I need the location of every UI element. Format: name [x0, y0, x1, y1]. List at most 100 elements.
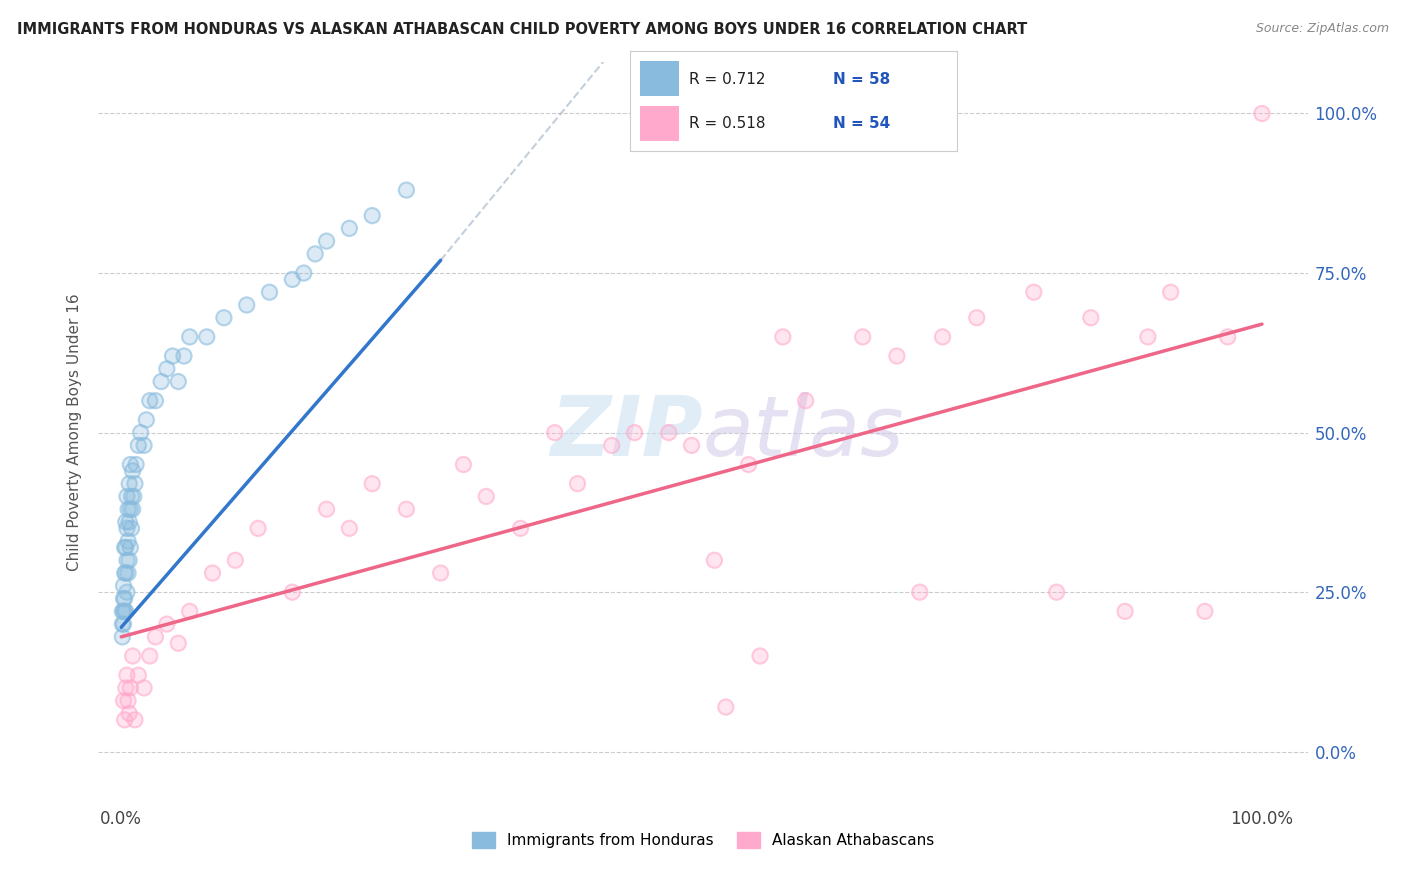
- Point: [112, 694, 135, 708]
- Point: [156, 617, 179, 632]
- Point: [292, 266, 315, 280]
- Point: [114, 604, 136, 618]
- Point: [195, 330, 218, 344]
- Point: [145, 630, 167, 644]
- Point: [135, 413, 157, 427]
- Point: [395, 502, 418, 516]
- Point: [115, 553, 138, 567]
- Point: [281, 272, 304, 286]
- Point: [132, 438, 155, 452]
- Text: ZIP: ZIP: [550, 392, 703, 473]
- Legend: Immigrants from Honduras, Alaskan Athabascans: Immigrants from Honduras, Alaskan Athaba…: [465, 826, 941, 855]
- Point: [127, 668, 149, 682]
- Point: [121, 502, 143, 516]
- Point: [135, 413, 157, 427]
- Point: [117, 566, 139, 580]
- Point: [908, 585, 931, 599]
- Point: [966, 310, 988, 325]
- Point: [120, 502, 142, 516]
- Point: [132, 681, 155, 695]
- Point: [156, 361, 179, 376]
- Point: [737, 458, 759, 472]
- Point: [115, 553, 138, 567]
- Point: [714, 700, 737, 714]
- Point: [112, 694, 135, 708]
- Point: [121, 490, 143, 504]
- Point: [114, 604, 136, 618]
- Point: [544, 425, 567, 440]
- Text: IMMIGRANTS FROM HONDURAS VS ALASKAN ATHABASCAN CHILD POVERTY AMONG BOYS UNDER 16: IMMIGRANTS FROM HONDURAS VS ALASKAN ATHA…: [17, 22, 1028, 37]
- Point: [156, 361, 179, 376]
- Point: [112, 591, 135, 606]
- Point: [114, 566, 136, 580]
- Point: [115, 521, 138, 535]
- Point: [112, 617, 135, 632]
- Point: [132, 681, 155, 695]
- Point: [115, 490, 138, 504]
- Point: [120, 681, 142, 695]
- Point: [150, 375, 173, 389]
- Point: [112, 604, 135, 618]
- Point: [304, 247, 326, 261]
- Point: [337, 221, 360, 235]
- Point: [1251, 106, 1274, 120]
- Point: [114, 713, 136, 727]
- Point: [121, 490, 143, 504]
- Point: [395, 183, 418, 197]
- Point: [600, 438, 623, 452]
- Point: [658, 425, 681, 440]
- Point: [120, 541, 142, 555]
- Point: [703, 553, 725, 567]
- Point: [114, 515, 136, 529]
- Point: [145, 393, 167, 408]
- Point: [1216, 330, 1239, 344]
- Point: [429, 566, 451, 580]
- Point: [127, 668, 149, 682]
- Point: [111, 617, 134, 632]
- Point: [125, 458, 148, 472]
- Point: [162, 349, 184, 363]
- Point: [1046, 585, 1069, 599]
- Point: [453, 458, 475, 472]
- Point: [292, 266, 315, 280]
- Point: [112, 617, 135, 632]
- Point: [886, 349, 908, 363]
- Point: [145, 630, 167, 644]
- Point: [509, 521, 531, 535]
- Point: [544, 425, 567, 440]
- Point: [737, 458, 759, 472]
- Point: [772, 330, 794, 344]
- Point: [111, 617, 134, 632]
- Point: [395, 183, 418, 197]
- Point: [139, 393, 162, 408]
- Point: [224, 553, 246, 567]
- Point: [600, 438, 623, 452]
- Point: [118, 515, 141, 529]
- Point: [361, 209, 384, 223]
- Point: [121, 648, 143, 663]
- Point: [114, 604, 136, 618]
- Point: [681, 438, 703, 452]
- Point: [139, 648, 162, 663]
- Point: [247, 521, 270, 535]
- Point: [623, 425, 645, 440]
- Point: [117, 534, 139, 549]
- Point: [117, 694, 139, 708]
- Point: [395, 502, 418, 516]
- Point: [201, 566, 224, 580]
- Point: [1046, 585, 1069, 599]
- Point: [475, 490, 498, 504]
- Point: [852, 330, 875, 344]
- Point: [139, 393, 162, 408]
- Point: [1080, 310, 1102, 325]
- Point: [117, 694, 139, 708]
- Point: [111, 630, 134, 644]
- Point: [931, 330, 953, 344]
- Point: [162, 349, 184, 363]
- Point: [127, 438, 149, 452]
- Point: [120, 541, 142, 555]
- Point: [1136, 330, 1159, 344]
- Point: [886, 349, 908, 363]
- Point: [120, 458, 142, 472]
- Point: [118, 553, 141, 567]
